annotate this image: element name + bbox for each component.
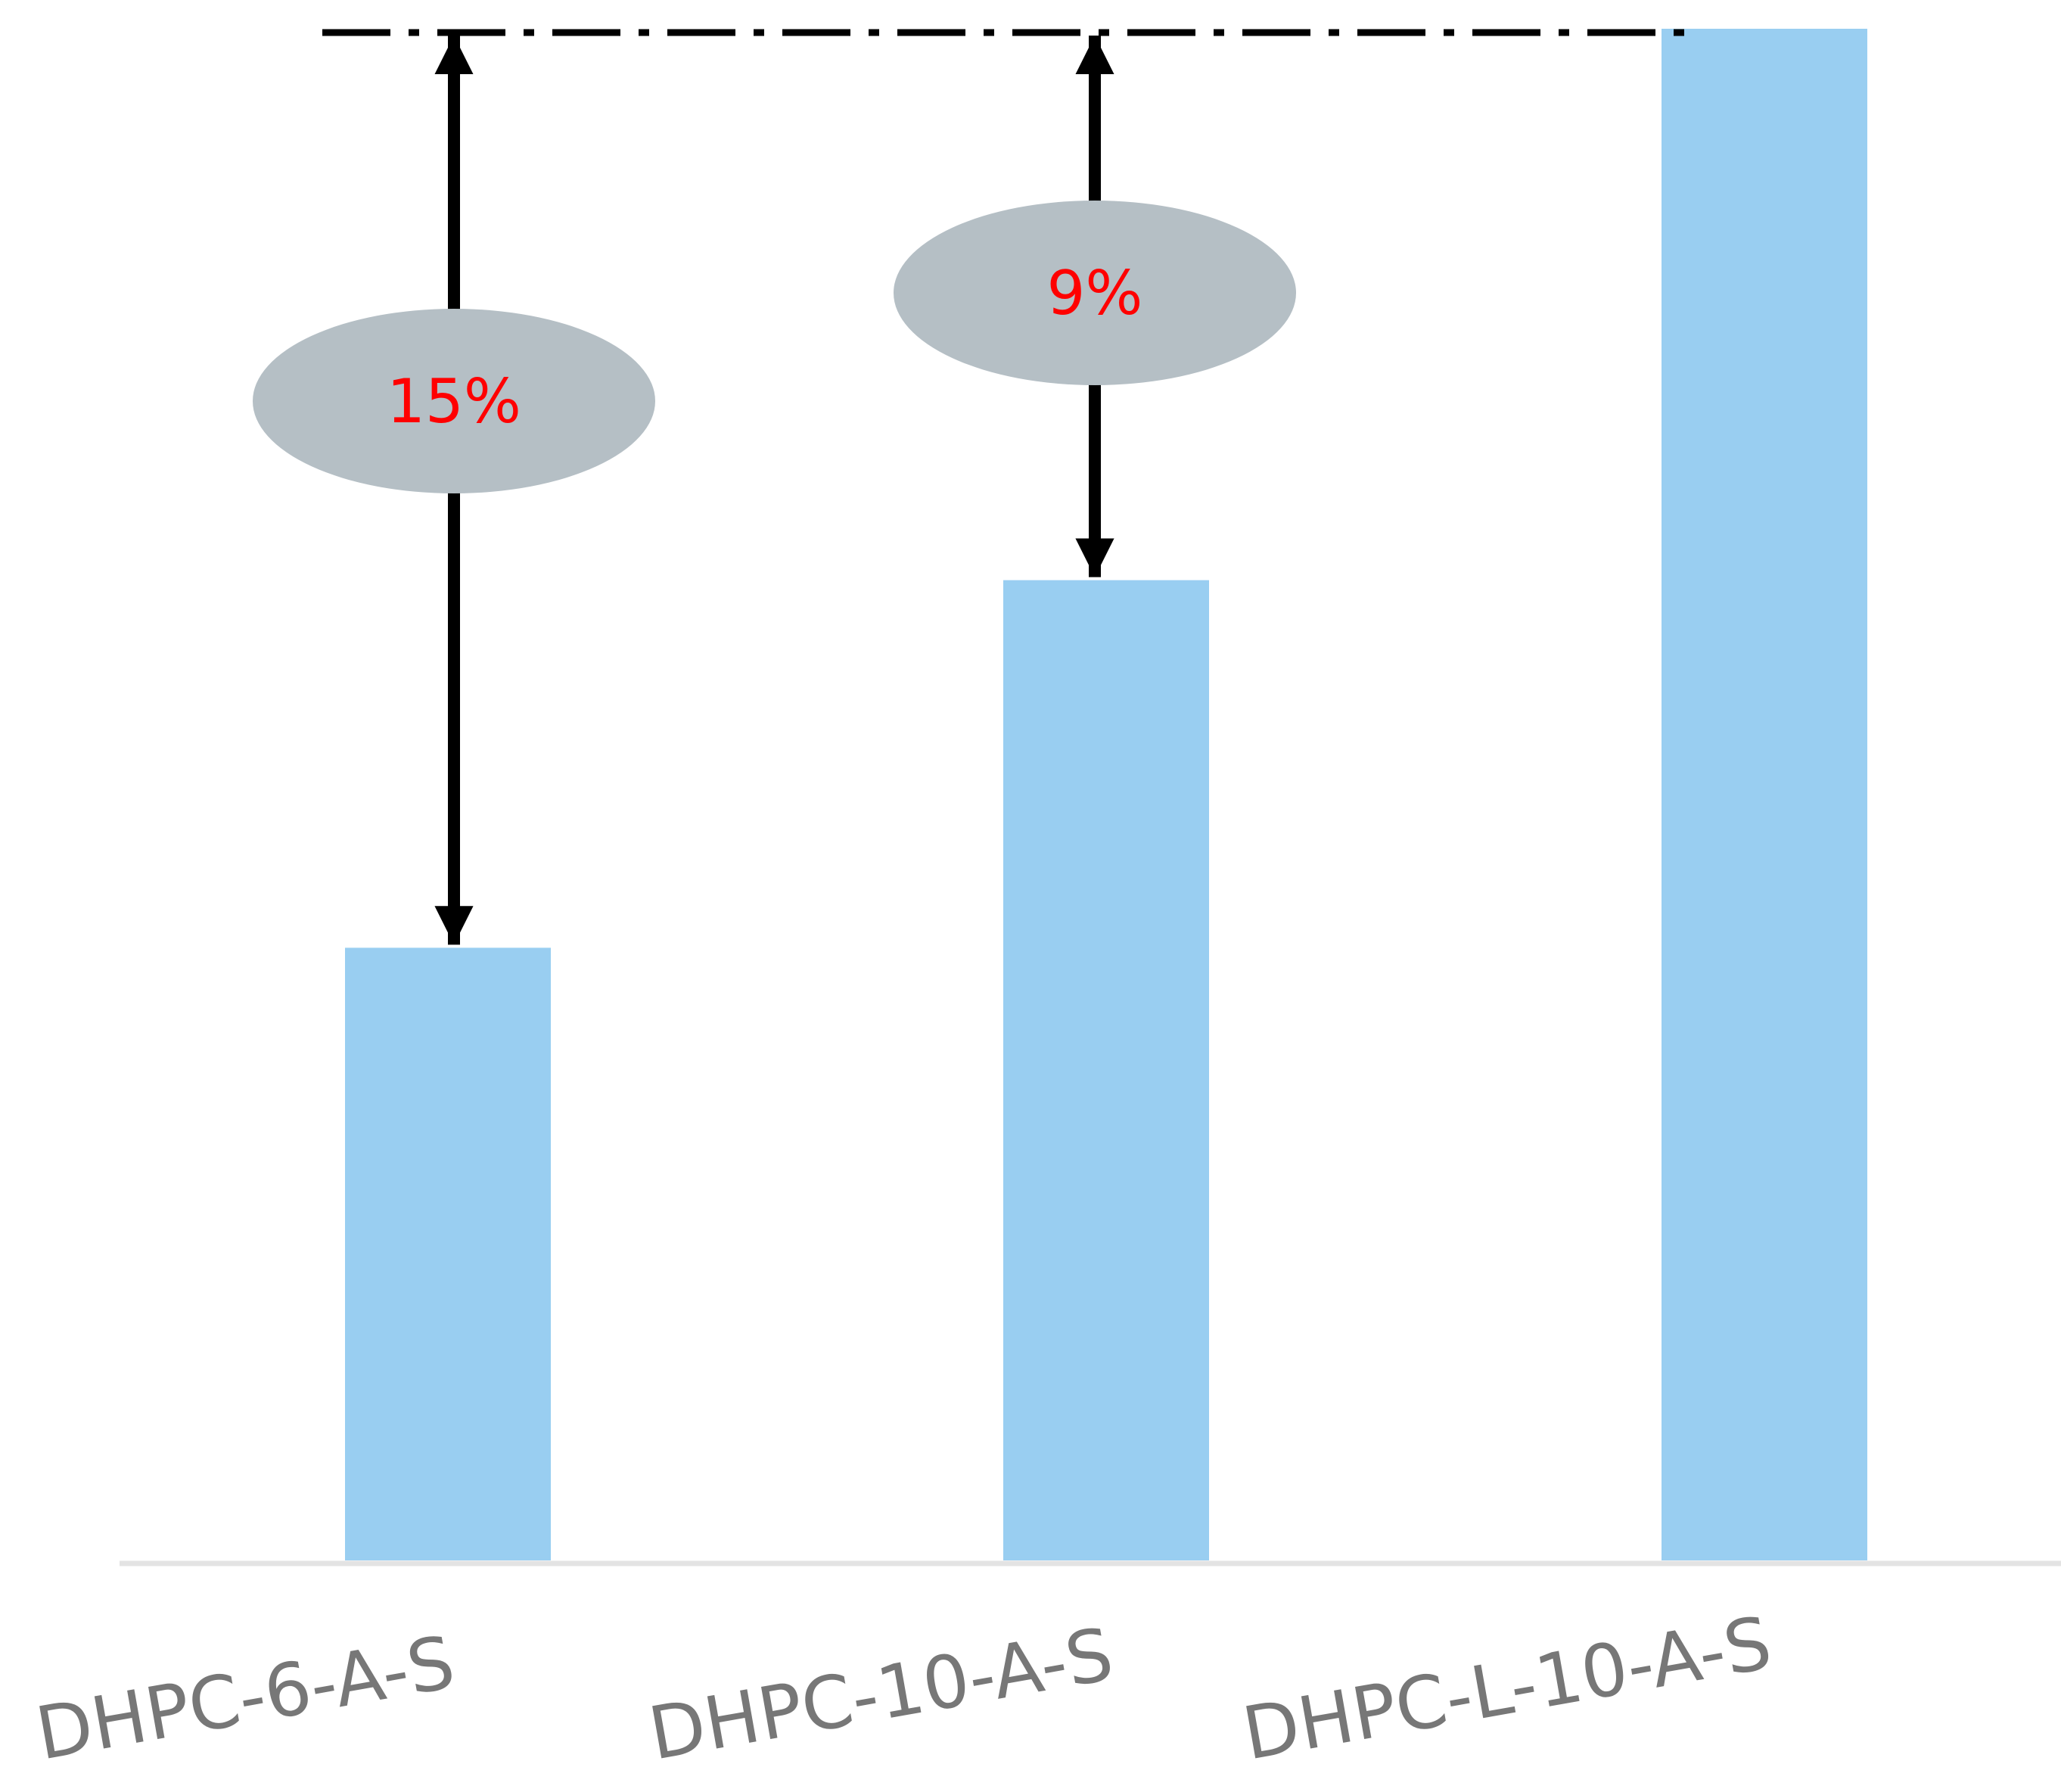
callout-ellipse	[253, 309, 655, 493]
callout-ellipse	[894, 201, 1296, 385]
difference-callout: 9%	[894, 36, 1296, 577]
category-label: DHPC-10-A-S	[643, 1612, 1120, 1777]
bar-dhpc-10-a-s	[1003, 580, 1209, 1560]
callout-label: 15%	[387, 366, 521, 437]
bar-dhpc-l-10-a-s	[1662, 29, 1867, 1560]
bar-dhpc-6-a-s	[345, 947, 551, 1560]
annotations-layer: 15% 9%	[253, 36, 1296, 945]
category-labels: DHPC-6-A-S DHPC-10-A-S DHPC-L-10-A-S	[30, 1601, 1778, 1777]
difference-callout: 15%	[253, 36, 655, 945]
callout-label: 9%	[1047, 258, 1143, 328]
category-label: DHPC-6-A-S	[30, 1619, 461, 1776]
bars-layer	[345, 29, 1867, 1560]
category-label: DHPC-L-10-A-S	[1237, 1601, 1778, 1777]
